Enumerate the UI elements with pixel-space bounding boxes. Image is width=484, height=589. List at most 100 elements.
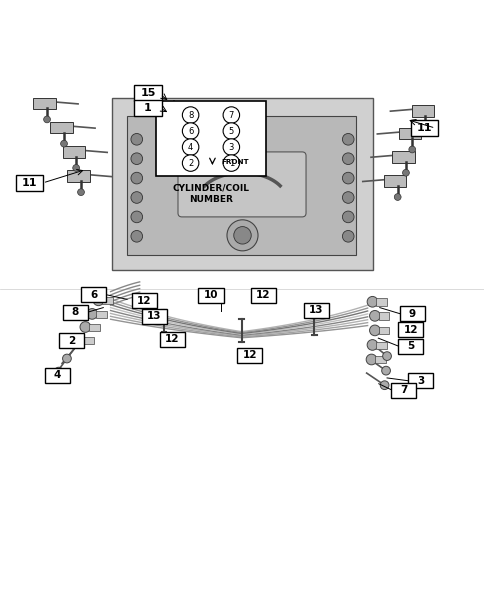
FancyBboxPatch shape [376, 342, 386, 349]
Circle shape [223, 123, 239, 140]
Text: 7: 7 [228, 111, 234, 120]
FancyBboxPatch shape [237, 348, 262, 363]
Circle shape [54, 368, 63, 376]
FancyBboxPatch shape [50, 122, 73, 134]
FancyBboxPatch shape [198, 288, 223, 303]
Text: 3: 3 [416, 376, 423, 386]
FancyBboxPatch shape [155, 101, 266, 176]
Text: 6: 6 [187, 127, 193, 135]
FancyBboxPatch shape [134, 85, 161, 101]
Text: FRONT: FRONT [221, 158, 249, 164]
FancyBboxPatch shape [45, 368, 70, 383]
FancyBboxPatch shape [15, 175, 43, 191]
Circle shape [342, 172, 353, 184]
Circle shape [74, 335, 84, 345]
FancyBboxPatch shape [378, 327, 389, 335]
FancyBboxPatch shape [81, 287, 106, 302]
FancyBboxPatch shape [96, 310, 106, 318]
Text: 12: 12 [403, 325, 417, 335]
FancyBboxPatch shape [376, 299, 386, 306]
Circle shape [233, 227, 251, 244]
Text: 11: 11 [416, 123, 431, 133]
FancyBboxPatch shape [375, 356, 385, 363]
FancyBboxPatch shape [399, 306, 424, 322]
Circle shape [182, 123, 198, 140]
Circle shape [369, 310, 379, 321]
Circle shape [223, 107, 239, 123]
Circle shape [44, 116, 50, 123]
Text: 12: 12 [256, 290, 270, 300]
Circle shape [369, 325, 379, 336]
FancyBboxPatch shape [303, 303, 328, 317]
FancyBboxPatch shape [132, 293, 157, 308]
Text: 4: 4 [188, 143, 193, 151]
Text: 13: 13 [147, 312, 161, 322]
Circle shape [342, 230, 353, 242]
Text: 10: 10 [203, 290, 218, 300]
FancyBboxPatch shape [178, 152, 305, 217]
FancyBboxPatch shape [166, 105, 181, 121]
FancyBboxPatch shape [33, 98, 56, 109]
Text: 3: 3 [228, 143, 234, 151]
Text: 12: 12 [242, 350, 257, 360]
FancyBboxPatch shape [397, 339, 423, 354]
FancyBboxPatch shape [390, 382, 415, 398]
Text: 8: 8 [187, 111, 193, 120]
Text: 5: 5 [407, 342, 413, 352]
Circle shape [382, 352, 391, 360]
Circle shape [366, 296, 377, 307]
FancyBboxPatch shape [59, 333, 84, 348]
FancyBboxPatch shape [89, 323, 100, 331]
Circle shape [131, 134, 142, 145]
Text: CYLINDER/COIL
NUMBER: CYLINDER/COIL NUMBER [172, 184, 249, 204]
Circle shape [73, 164, 79, 171]
FancyBboxPatch shape [398, 128, 420, 140]
Text: 13: 13 [308, 305, 323, 315]
Circle shape [381, 366, 390, 375]
FancyBboxPatch shape [62, 305, 88, 320]
Circle shape [365, 354, 376, 365]
Text: 6: 6 [90, 290, 97, 299]
Circle shape [87, 309, 97, 319]
Circle shape [182, 107, 198, 123]
Text: 1: 1 [144, 102, 151, 112]
Circle shape [402, 170, 408, 176]
FancyBboxPatch shape [411, 105, 433, 117]
Circle shape [80, 322, 91, 332]
FancyBboxPatch shape [83, 337, 93, 344]
Circle shape [131, 191, 142, 203]
FancyBboxPatch shape [134, 100, 161, 116]
FancyBboxPatch shape [397, 322, 423, 337]
FancyBboxPatch shape [159, 332, 184, 347]
Circle shape [131, 211, 142, 223]
Circle shape [408, 146, 415, 153]
Circle shape [182, 155, 198, 171]
FancyBboxPatch shape [141, 309, 166, 324]
FancyBboxPatch shape [62, 146, 85, 158]
Circle shape [342, 211, 353, 223]
Circle shape [342, 153, 353, 164]
Circle shape [131, 172, 142, 184]
Circle shape [379, 381, 388, 389]
FancyBboxPatch shape [407, 373, 432, 388]
Text: 8: 8 [72, 307, 78, 317]
FancyBboxPatch shape [67, 170, 90, 182]
Text: 2: 2 [188, 158, 193, 167]
Text: 11: 11 [21, 178, 37, 188]
Circle shape [77, 188, 84, 196]
Text: 1: 1 [228, 158, 233, 167]
FancyBboxPatch shape [111, 98, 373, 270]
Circle shape [93, 295, 104, 306]
Text: 12: 12 [137, 296, 151, 306]
Circle shape [342, 191, 353, 203]
Text: 5: 5 [228, 127, 233, 135]
Circle shape [223, 155, 239, 171]
Circle shape [182, 139, 198, 155]
Circle shape [393, 194, 400, 200]
Circle shape [131, 153, 142, 164]
Circle shape [342, 134, 353, 145]
Text: 2: 2 [68, 336, 75, 346]
Circle shape [227, 220, 257, 251]
FancyBboxPatch shape [127, 116, 355, 254]
FancyBboxPatch shape [410, 120, 437, 137]
